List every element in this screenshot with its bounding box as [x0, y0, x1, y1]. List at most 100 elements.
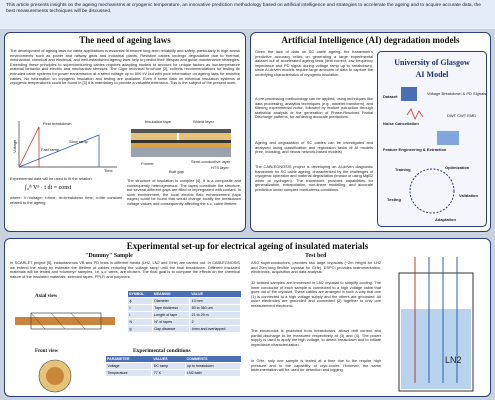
ai-p2: Ageing and degradation of SC cables can … [255, 140, 373, 155]
y-label: Voltage [12, 139, 17, 153]
header-cell: VALUES [151, 356, 186, 363]
header-cell: VALUE [189, 291, 241, 298]
cell: 77 K [151, 369, 186, 377]
university: University of Glasgow [394, 58, 470, 67]
tape-line [70, 312, 86, 330]
optimization: Optimization [445, 165, 470, 170]
testbed-p0: ASG superconductors, provides two large … [251, 260, 381, 275]
ln2-bath [401, 309, 471, 389]
slow-label: Slow ramp [69, 139, 89, 144]
header-band [0, 0, 495, 29]
dataset: Dataset [383, 94, 398, 99]
row: Voltage DC ramp up to breakdown [104, 362, 242, 370]
dummy-text: In SCARLET project [5], instantaneous VB… [10, 260, 240, 279]
cell: Diameter [151, 297, 191, 305]
row: g Gap distance 4mm and overlapped [127, 325, 241, 333]
tape-line [30, 312, 46, 330]
transforms: DWT CWT EMD [447, 113, 476, 118]
ageing-title: The need of ageing laws [79, 35, 171, 45]
ai-diagram: University of Glasgow AI Model Dataset V… [377, 51, 487, 227]
cryostat-diagram: LN2 [398, 257, 474, 392]
cell: Temperature [104, 369, 153, 377]
gap-label: Butt gap [169, 169, 185, 174]
header-cell: PARAMETER [105, 356, 152, 363]
hts [131, 143, 231, 147]
tape [179, 133, 231, 140]
tape-line [50, 312, 66, 330]
row: l Length of tape 21 to 29 m [127, 311, 241, 319]
cell: DC ramp [151, 362, 186, 370]
front-view [38, 359, 72, 393]
signals: Voltage Breakdown & PD Signals [427, 91, 486, 96]
cell: Length of tape [151, 311, 191, 319]
table: SYMBOL MEANING VALUE ϕ Diameter 13 mm t Tape th… [127, 291, 241, 333]
conditions-title: Experimental conditions [133, 348, 191, 354]
where-text: where: V=Voltage; t=time; tb=breakdown t… [10, 195, 122, 205]
wire [15, 317, 115, 325]
fit-text: Experimental data will be used to fit th… [10, 176, 93, 181]
cell: t [127, 304, 153, 312]
adaptation: Adaptation [435, 217, 456, 222]
header-cell: SYMBOL [127, 291, 153, 298]
shield-label: Shield layer [193, 119, 215, 124]
tape-layer [30, 312, 102, 330]
cell: N° of tapes [151, 318, 191, 326]
former [131, 147, 231, 157]
testbed-p3: In GHe, only one sample is tested at a t… [251, 358, 381, 373]
row: t Tape thickness 50 to 360 um [127, 304, 241, 312]
symbol-table: SYMBOL MEANING VALUE ϕ Diameter 13 mm t Tape th… [127, 291, 241, 333]
header-cell: MEANING [152, 291, 190, 298]
setup-title: Experimental set-up for electrical agein… [126, 241, 369, 251]
voltage-graph: First breakdown Slow ramp Fast ramp Volt… [12, 121, 117, 173]
structure-text: The structure of insulation is complex [… [127, 178, 241, 206]
cell: 50 to 360 um [189, 304, 241, 312]
cell: ϕ [127, 297, 153, 305]
cell: Gap distance [151, 325, 191, 333]
row: N N° of tapes 2 [127, 318, 241, 326]
dummy-title: "Dummy" Sample [85, 253, 133, 259]
feature-icon [437, 131, 459, 145]
testbed-title: Test bed [305, 253, 327, 259]
dataset-icon [401, 87, 417, 101]
testbed-p2: The electronics is protected from breakd… [251, 328, 381, 347]
cell: g [127, 325, 153, 333]
model: AI Model [416, 70, 449, 79]
front-title: Front view [35, 349, 59, 354]
axial-title: Axial view [35, 294, 58, 299]
cell: 4mm and overlapped [189, 325, 241, 333]
cell: up to breakdown [184, 362, 242, 370]
axial-view [15, 312, 115, 330]
row: Temperature 77 K LN2 bath [104, 369, 242, 377]
hts-label: HTS layer [211, 165, 229, 170]
header-row: PARAMETER VALUES COMMENTS [105, 356, 241, 363]
cell: 2 [189, 318, 241, 326]
fast-ramp [18, 126, 40, 168]
cell: l [127, 311, 153, 319]
training: Training [395, 167, 411, 172]
cell: Voltage [104, 362, 153, 370]
fast-label: Fast ramp [41, 147, 60, 152]
header-cell: COMMENTS [185, 356, 241, 363]
ai-panel: Artificial Intelligence (AI) degradation… [250, 32, 491, 232]
noise-wave [406, 108, 424, 120]
intro: This article presents insights on the ag… [6, 3, 481, 14]
cable-diagram: Insulation tape Shield layer Semi-conduc… [131, 119, 231, 174]
cell: 21 to 29 m [189, 311, 241, 319]
header-row: SYMBOL MEANING VALUE [127, 291, 241, 298]
row: ϕ Diameter 13 mm [127, 297, 241, 305]
ai-p0: Given the lack of data on SC cable agein… [255, 49, 373, 77]
inner [46, 367, 64, 385]
cell: N [127, 318, 153, 326]
x-label: Time [104, 168, 114, 173]
slow-ramp [18, 134, 100, 168]
cycle [409, 168, 455, 214]
ageing-text: The development of ageing laws for cable… [10, 48, 240, 86]
cell: Tape thickness [151, 304, 191, 312]
ai-title: Artificial Intelligence (AI) degradation… [281, 35, 460, 45]
table: PARAMETER VALUES COMMENTS Voltage DC ramp up … [104, 356, 242, 377]
cell: LN2 bath [184, 369, 242, 377]
testing: Testing [387, 197, 401, 202]
equation: ∫₀ᵗᵇ Vⁿ · t dt = const [25, 185, 72, 191]
testbed-p1: 32 twisted samples are immersed in LN2 c… [251, 280, 381, 308]
